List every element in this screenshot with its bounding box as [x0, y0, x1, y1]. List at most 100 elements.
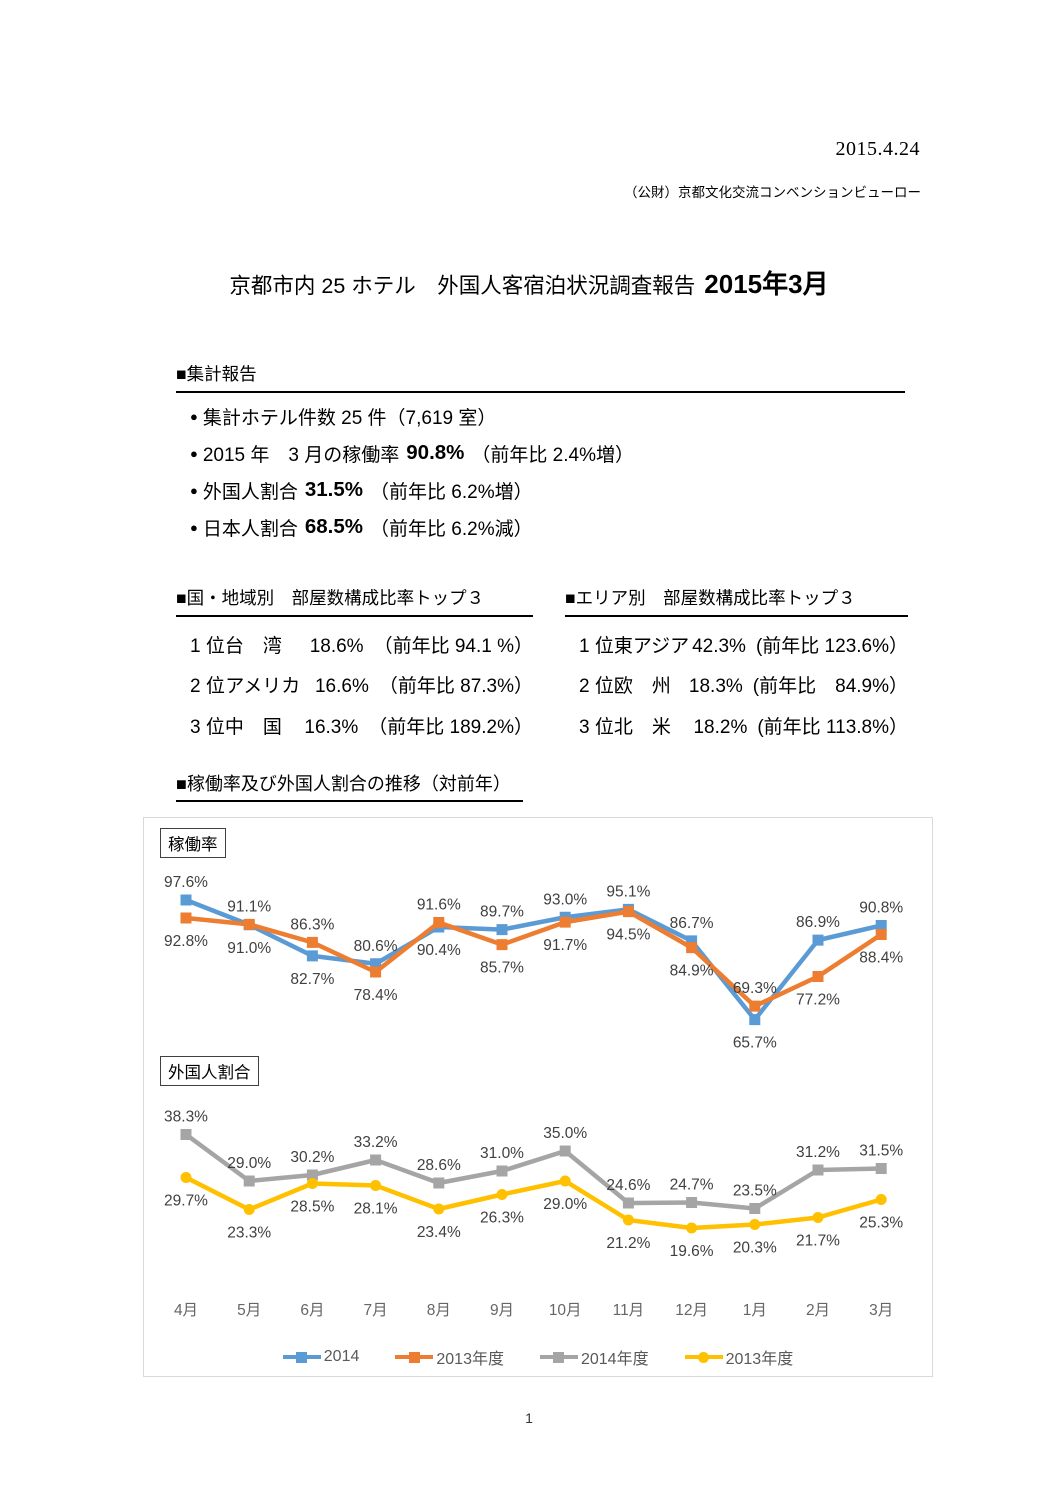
axis-label-month: 4月	[174, 1302, 198, 1319]
data-label: 95.1%	[606, 883, 650, 900]
legend-series-icon	[539, 1351, 578, 1364]
data-point-marker	[433, 1203, 445, 1215]
data-label: 21.7%	[796, 1233, 840, 1250]
summary-value: 31.5%	[304, 478, 364, 501]
summary-yoy: （前年比 6.2%増）	[370, 481, 533, 503]
axis-label-month: 1月	[743, 1302, 767, 1319]
legend-label: 2014年度	[580, 1351, 649, 1368]
rank: 2 位	[579, 676, 614, 697]
axis-label-month: 2月	[806, 1302, 830, 1319]
data-label: 23.3%	[227, 1225, 271, 1242]
data-point-marker	[180, 1172, 192, 1183]
data-point-marker	[812, 1212, 824, 1223]
area-ranking-heading: ■エリア別 部屋数構成比率トップ３	[565, 585, 908, 617]
series-2013年度	[180, 906, 887, 1012]
data-label: 35.0%	[543, 1125, 587, 1142]
share-value: 16.6%	[314, 676, 369, 697]
summary-value: 68.5%	[304, 515, 364, 538]
data-label: 31.5%	[859, 1143, 903, 1160]
series-line	[183, 1132, 884, 1211]
data-label: 77.2%	[796, 992, 840, 1009]
data-point-marker	[180, 1129, 192, 1140]
data-label: 92.8%	[164, 933, 208, 950]
data-point-marker	[686, 935, 698, 947]
data-label: 23.4%	[417, 1224, 461, 1241]
organization-name: （公財）京都文化交流コンベンションビューロー	[624, 185, 921, 200]
rank: 3 位	[579, 716, 614, 738]
data-point-marker	[496, 924, 508, 936]
summary-list: ● 集計ホテル件数 25 件（7,619 室） ● 2015 年 3 月の稼働率 90…	[190, 404, 634, 552]
summary-section-heading: ■集計報告	[176, 361, 905, 393]
data-point-marker	[433, 1177, 445, 1189]
share-value: 18.6%	[309, 635, 364, 657]
data-point-marker	[306, 936, 318, 948]
summary-text: 集計ホテル件数 25 件（7,619 室）	[202, 407, 497, 429]
data-label: 85.7%	[480, 960, 524, 977]
series-line	[183, 909, 884, 1009]
country-ranking-heading: ■国・地域別 部屋数構成比率トップ３	[176, 585, 533, 617]
data-label: 65.7%	[733, 1035, 777, 1052]
data-point-marker	[749, 1203, 761, 1214]
data-point-marker	[306, 950, 318, 962]
rank: 1 位	[579, 635, 614, 657]
data-label: 90.4%	[417, 942, 461, 959]
legend-item: 2013年度	[684, 1345, 794, 1369]
data-label: 29.7%	[164, 1193, 208, 1210]
data-label: 24.7%	[670, 1177, 714, 1194]
data-label: 19.6%	[670, 1243, 714, 1260]
legend-item: 2014年度	[539, 1345, 649, 1369]
summary-text: 日本人割合	[202, 518, 298, 540]
legend-series-icon	[395, 1351, 434, 1364]
data-label: 82.7%	[290, 971, 334, 988]
data-label: 33.2%	[354, 1134, 398, 1151]
data-point-marker	[812, 934, 824, 946]
data-label: 28.1%	[354, 1201, 398, 1218]
country-name: アメリカ	[225, 676, 301, 697]
occupancy-chart-label: 稼働率	[160, 828, 226, 858]
yoy-value: （前年比 87.3%）	[378, 676, 533, 697]
data-point-marker	[812, 971, 824, 982]
data-point-marker	[496, 1189, 508, 1200]
page-number: 1	[525, 1410, 533, 1426]
data-point-marker	[496, 1165, 508, 1177]
data-label: 91.6%	[417, 897, 461, 914]
legend-label: 2013年度	[436, 1351, 504, 1368]
data-point-marker	[749, 1014, 761, 1026]
summary-yoy: （前年比 2.4%増）	[471, 444, 634, 466]
summary-value: 90.8%	[406, 441, 465, 464]
ranking-row: 2 位アメリカ 16.6% （前年比 87.3%）	[176, 671, 533, 698]
data-point-marker	[622, 1214, 634, 1226]
data-label: 84.9%	[670, 963, 714, 980]
yoy-value: (前年比 113.8%）	[757, 716, 908, 738]
data-point-marker	[686, 942, 698, 954]
area-ranking-section: ■エリア別 部屋数構成比率トップ３ 1 位東アジア 42.3% (前年比 123.6…	[565, 585, 908, 739]
data-label: 25.3%	[859, 1215, 903, 1232]
yoy-value: （前年比 94.1 %）	[373, 635, 533, 657]
axis-label-month: 11月	[613, 1302, 645, 1319]
data-point-marker	[559, 916, 571, 928]
bullet-icon: ●	[190, 482, 198, 498]
data-point-marker	[306, 1169, 318, 1181]
title-main: 京都市内 25 ホテル 外国人客宿泊状況調査報告	[229, 274, 696, 298]
data-label: 21.2%	[606, 1235, 650, 1252]
data-point-marker	[622, 906, 634, 918]
summary-text: 外国人割合	[202, 481, 298, 503]
data-label: 69.3%	[733, 980, 777, 997]
data-label: 89.7%	[480, 904, 524, 921]
data-point-marker	[433, 917, 445, 928]
data-label: 28.5%	[290, 1199, 334, 1216]
yoy-value: （前年比 189.2%）	[368, 716, 533, 738]
data-label: 94.5%	[606, 927, 650, 944]
data-label: 86.9%	[796, 914, 840, 931]
summary-item-occupancy: ● 2015 年 3 月の稼働率 90.8% （前年比 2.4%増）	[190, 441, 634, 466]
legend-label: 2013年度	[725, 1351, 794, 1368]
report-date: 2015.4.24	[835, 138, 920, 160]
data-label: 88.4%	[859, 950, 903, 967]
data-label: 91.7%	[543, 937, 587, 954]
area-name: 欧 州	[613, 676, 671, 697]
data-point-marker	[559, 1175, 571, 1187]
axis-label-month: 9月	[490, 1302, 514, 1319]
title-period: 2015年3月	[704, 269, 829, 299]
data-label: 93.0%	[543, 891, 587, 908]
